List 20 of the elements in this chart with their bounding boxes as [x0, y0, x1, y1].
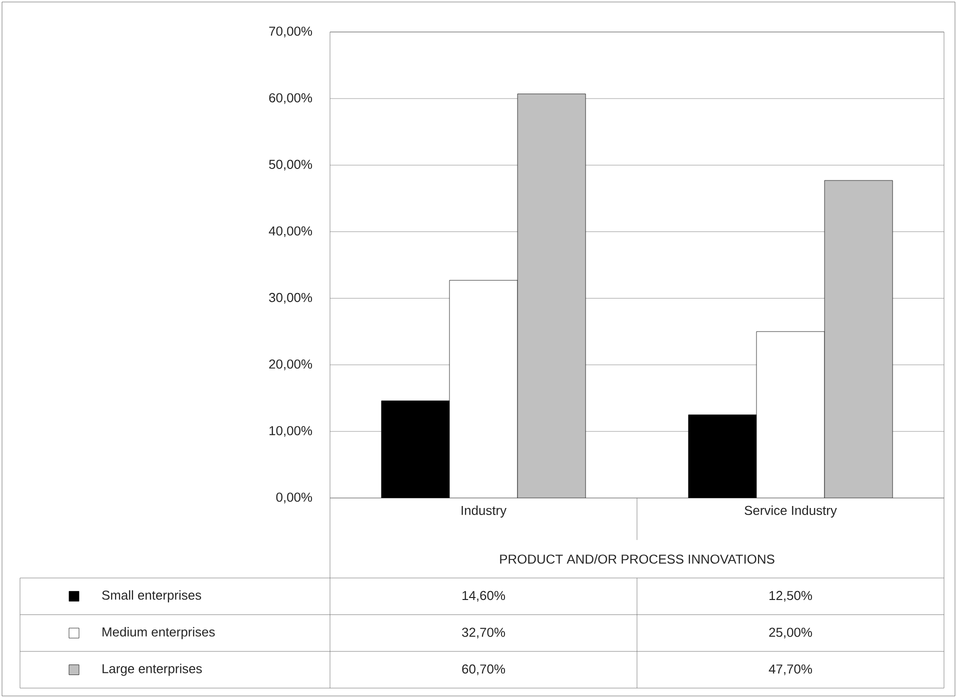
y-tick-label: 50,00%	[269, 160, 312, 170]
y-tick-label: 60,00%	[269, 93, 312, 104]
data-label: 25,00%	[769, 628, 812, 638]
legend-label: Small enterprises	[102, 590, 202, 602]
y-tick-label: 10,00%	[270, 426, 312, 437]
y-tick-label: 20,00%	[269, 359, 312, 370]
y-tick-label: 30,00%	[269, 292, 312, 304]
x-tick-label: Industry	[462, 506, 507, 518]
data-label: 12,50%	[770, 590, 812, 602]
data-label: 47,70%	[768, 664, 812, 676]
y-tick-label: 0,00%	[276, 492, 312, 504]
y-tick-label: 40,00%	[268, 226, 312, 238]
data-label: 14,60%	[462, 590, 506, 602]
x-tick-label: Service Industry	[744, 506, 837, 518]
legend-label: Medium enterprises	[102, 627, 215, 640]
x-axis-title: PRODUCT AND/OR PROCESS INNOVATIONS	[500, 554, 774, 564]
data-label: 32,70%	[462, 628, 506, 638]
y-tick-label: 70,00%	[269, 26, 312, 38]
data-label: 60,70%	[462, 664, 506, 676]
legend-label: Large enterprises	[102, 664, 202, 676]
